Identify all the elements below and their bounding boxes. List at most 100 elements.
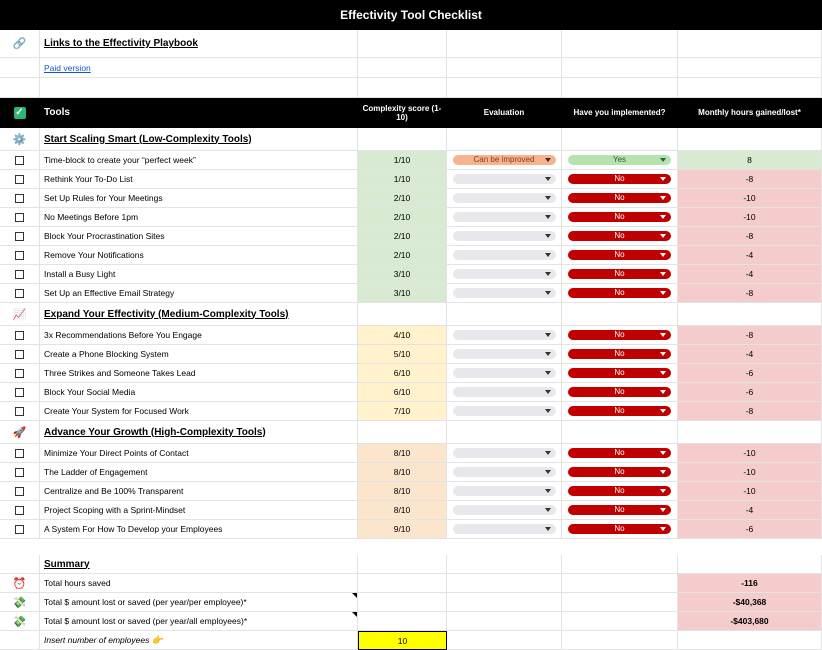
evaluation-dropdown[interactable] [452, 212, 556, 222]
evaluation-dropdown[interactable] [452, 269, 556, 279]
implemented-dropdown[interactable]: No [568, 231, 671, 241]
complexity-score: 8/10 [358, 463, 447, 482]
evaluation-dropdown[interactable] [452, 524, 556, 534]
hours-value: -4 [678, 345, 822, 364]
hours-value: -10 [678, 189, 822, 208]
paid-version-link[interactable]: Paid version [44, 62, 91, 73]
row-checkbox[interactable] [15, 288, 24, 298]
links-heading: Links to the Effectivity Playbook [44, 38, 198, 49]
implemented-dropdown[interactable]: No [568, 505, 671, 515]
money-wings-icon: 💸 [12, 615, 27, 628]
rocket-icon: 🚀 [12, 426, 27, 439]
tool-row: 3x Recommendations Before You Engage 4/10… [0, 326, 822, 345]
implemented-dropdown[interactable]: No [568, 387, 671, 397]
row-checkbox[interactable] [15, 212, 24, 222]
implemented-dropdown[interactable]: No [568, 448, 671, 458]
row-checkbox[interactable] [15, 486, 24, 496]
row-checkbox[interactable] [15, 349, 24, 359]
evaluation-dropdown[interactable] [452, 505, 556, 515]
evaluation-dropdown[interactable]: Can be improved [452, 155, 556, 165]
section-title: Start Scaling Smart (Low-Complexity Tool… [44, 133, 252, 145]
evaluation-dropdown[interactable] [452, 368, 556, 378]
complexity-score: 2/10 [358, 227, 447, 246]
total-hours-value[interactable]: -116 [678, 574, 822, 593]
row-checkbox[interactable] [15, 387, 24, 397]
chevron-down-icon [660, 508, 666, 512]
tool-row: Block Your Procrastination Sites 2/10 No -8 [0, 227, 822, 246]
hours-value: -10 [678, 463, 822, 482]
row-checkbox[interactable] [15, 269, 24, 279]
evaluation-dropdown[interactable] [452, 288, 556, 298]
row-checkbox[interactable] [15, 467, 24, 477]
implemented-dropdown[interactable]: No [568, 288, 671, 298]
evaluation-dropdown[interactable] [452, 349, 556, 359]
implemented-value: Yes [612, 155, 627, 164]
tool-name: Install a Busy Light [40, 265, 358, 284]
evaluation-dropdown[interactable] [452, 330, 556, 340]
implemented-value: No [614, 330, 625, 339]
hours-value: -10 [678, 482, 822, 501]
row-checkbox[interactable] [15, 250, 24, 260]
row-checkbox[interactable] [15, 505, 24, 515]
complexity-score: 2/10 [358, 189, 447, 208]
implemented-value: No [614, 269, 625, 278]
tool-row: Set Up Rules for Your Meetings 2/10 No -10 [0, 189, 822, 208]
per-employee-value[interactable]: -$40,368 [678, 593, 822, 612]
implemented-dropdown[interactable]: No [568, 486, 671, 496]
implemented-dropdown[interactable]: No [568, 212, 671, 222]
implemented-dropdown[interactable]: No [568, 250, 671, 260]
evaluation-dropdown[interactable] [452, 250, 556, 260]
evaluation-dropdown[interactable] [452, 174, 556, 184]
implemented-dropdown[interactable]: No [568, 524, 671, 534]
row-checkbox[interactable] [15, 368, 24, 378]
tool-name: The Ladder of Engagement [40, 463, 358, 482]
hours-value: -10 [678, 444, 822, 463]
row-checkbox[interactable] [15, 231, 24, 241]
all-employees-value[interactable]: -$403,680 [678, 612, 822, 631]
row-checkbox[interactable] [15, 193, 24, 203]
row-checkbox[interactable] [15, 448, 24, 458]
employees-input[interactable]: 10 [358, 631, 447, 650]
evaluation-dropdown[interactable] [452, 406, 556, 416]
implemented-dropdown[interactable]: No [568, 406, 671, 416]
implemented-dropdown[interactable]: No [568, 330, 671, 340]
comment-indicator[interactable] [352, 612, 357, 617]
evaluation-dropdown[interactable] [452, 467, 556, 477]
complexity-score: 6/10 [358, 364, 447, 383]
implemented-dropdown[interactable]: No [568, 467, 671, 477]
evaluation-dropdown[interactable] [452, 448, 556, 458]
implemented-dropdown[interactable]: No [568, 269, 671, 279]
tool-row: A System For How To Develop your Employe… [0, 520, 822, 539]
complexity-score: 9/10 [358, 520, 447, 539]
implemented-value: No [614, 368, 625, 377]
comment-indicator[interactable] [352, 593, 357, 598]
implemented-value: No [614, 349, 625, 358]
hours-value: -8 [678, 284, 822, 303]
evaluation-dropdown[interactable] [452, 231, 556, 241]
implemented-value: No [614, 387, 625, 396]
complexity-score: 6/10 [358, 383, 447, 402]
implemented-dropdown[interactable]: Yes [568, 155, 671, 165]
evaluation-dropdown[interactable] [452, 193, 556, 203]
evaluation-dropdown[interactable] [452, 486, 556, 496]
implemented-dropdown[interactable]: No [568, 193, 671, 203]
summary-per-employee-row: 💸 Total $ amount lost or saved (per year… [0, 593, 822, 612]
row-checkbox[interactable] [15, 155, 24, 165]
row-checkbox[interactable] [15, 174, 24, 184]
row-checkbox[interactable] [15, 330, 24, 340]
implemented-dropdown[interactable]: No [568, 174, 671, 184]
chevron-down-icon [544, 352, 551, 356]
per-employee-label: Total $ amount lost or saved (per year/p… [44, 597, 247, 607]
summary-title: Summary [44, 558, 90, 570]
tool-name: No Meetings Before 1pm [40, 208, 358, 227]
implemented-dropdown[interactable]: No [568, 368, 671, 378]
row-checkbox[interactable] [15, 524, 24, 534]
paid-version-row: Paid version [0, 58, 822, 78]
tool-row: Centralize and Be 100% Transparent 8/10 No… [0, 482, 822, 501]
implemented-dropdown[interactable]: No [568, 349, 671, 359]
row-checkbox[interactable] [15, 406, 24, 416]
header-hours: Monthly hours gained/lost* [678, 98, 822, 128]
evaluation-dropdown[interactable] [452, 387, 556, 397]
section-header-row: 📈 Expand Your Effectivity (Medium-Complex… [0, 303, 822, 326]
header-complexity: Complexity score (1-10) [358, 98, 447, 128]
